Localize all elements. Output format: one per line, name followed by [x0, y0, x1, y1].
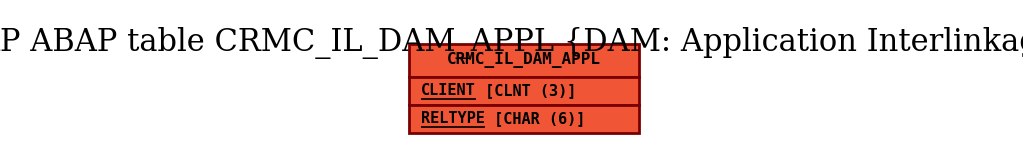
Text: RELTYPE: RELTYPE	[421, 111, 485, 126]
Text: [CLNT (3)]: [CLNT (3)]	[476, 83, 576, 99]
Text: CRMC_IL_DAM_APPL: CRMC_IL_DAM_APPL	[447, 52, 602, 68]
Text: CLIENT: CLIENT	[421, 83, 476, 99]
Text: SAP ABAP table CRMC_IL_DAM_APPL {DAM: Application Interlinkages}: SAP ABAP table CRMC_IL_DAM_APPL {DAM: Ap…	[0, 27, 1023, 59]
Text: [CHAR (6)]: [CHAR (6)]	[485, 111, 585, 126]
